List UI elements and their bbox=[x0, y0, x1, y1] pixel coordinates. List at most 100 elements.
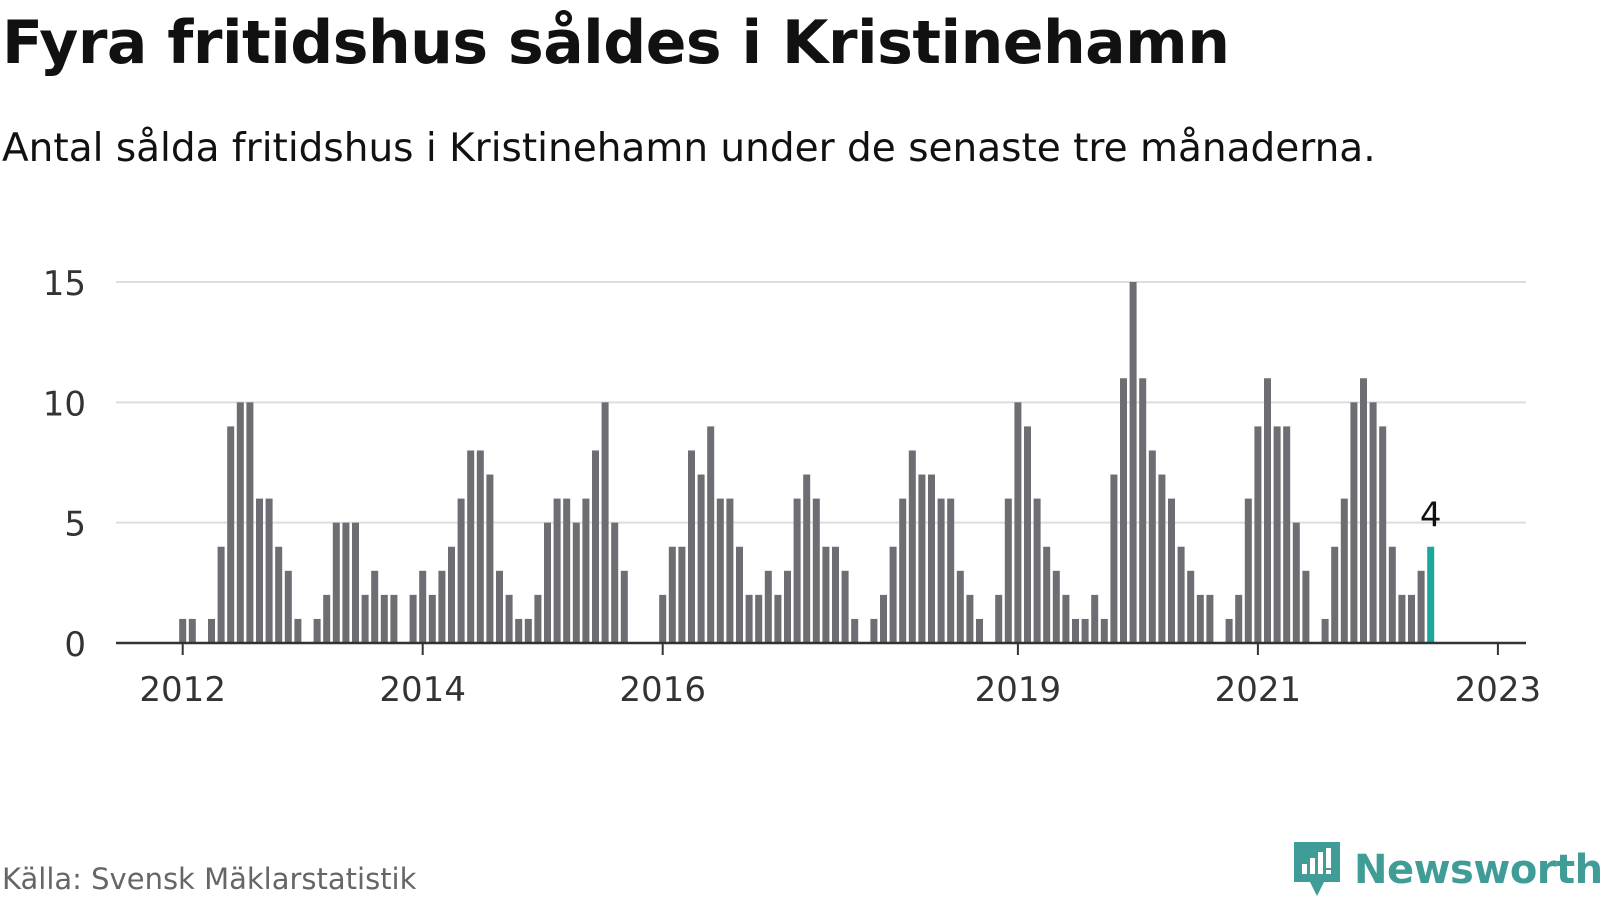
bar bbox=[707, 426, 715, 643]
chart-subtitle: Antal sålda fritidshus i Kristinehamn un… bbox=[2, 126, 1376, 171]
bar bbox=[1129, 282, 1137, 643]
bar bbox=[918, 474, 926, 643]
bar bbox=[1043, 546, 1051, 643]
bar bbox=[496, 570, 503, 643]
bar bbox=[390, 594, 398, 643]
bar bbox=[611, 522, 619, 643]
brand-name: Newsworthy bbox=[1354, 847, 1600, 893]
bar bbox=[601, 402, 609, 643]
bar bbox=[1408, 594, 1415, 643]
bar bbox=[803, 474, 811, 643]
bar bbox=[294, 618, 302, 643]
bar bbox=[1321, 618, 1329, 643]
bar bbox=[966, 594, 974, 643]
bar bbox=[995, 594, 1003, 643]
bar bbox=[208, 618, 215, 643]
bar bbox=[908, 450, 916, 643]
source-note: Källa: Svensk Mäklarstatistik bbox=[2, 862, 417, 896]
bar bbox=[1110, 474, 1118, 643]
bar bbox=[1254, 426, 1262, 643]
bar bbox=[1120, 378, 1127, 643]
bar bbox=[851, 618, 859, 643]
bar bbox=[1244, 498, 1252, 643]
bar bbox=[1292, 522, 1300, 643]
bar bbox=[534, 594, 542, 643]
bar bbox=[544, 522, 551, 643]
highlight-bar bbox=[1427, 546, 1435, 643]
bar bbox=[419, 570, 427, 643]
bar bbox=[1196, 594, 1204, 643]
bar bbox=[476, 450, 484, 643]
bar bbox=[1331, 546, 1339, 643]
bar-chart: 0 5 10 15 2012 2014 2016 2019 2021 2023 4 bbox=[43, 264, 1541, 710]
bar bbox=[764, 570, 772, 643]
bar bbox=[313, 618, 321, 643]
bar bbox=[880, 594, 887, 643]
bar bbox=[332, 522, 340, 643]
bar bbox=[486, 474, 494, 643]
bar bbox=[323, 594, 331, 643]
bar bbox=[1398, 594, 1406, 643]
bar bbox=[716, 498, 724, 643]
bar bbox=[688, 450, 695, 643]
bar bbox=[1062, 594, 1070, 643]
bar bbox=[467, 450, 475, 643]
y-tick-label: 15 bbox=[43, 264, 86, 304]
bar bbox=[1052, 570, 1060, 643]
bar bbox=[1072, 618, 1079, 643]
bar bbox=[1350, 402, 1358, 643]
bar bbox=[361, 594, 369, 643]
bar bbox=[1235, 594, 1243, 643]
bar bbox=[284, 570, 292, 643]
bar bbox=[1177, 546, 1185, 643]
bar bbox=[428, 594, 436, 643]
bar bbox=[899, 498, 907, 643]
highlight-data-label: 4 bbox=[1420, 496, 1442, 536]
y-tick-label: 10 bbox=[43, 384, 86, 424]
bar bbox=[1148, 450, 1156, 643]
bar bbox=[1273, 426, 1281, 643]
bar bbox=[1004, 498, 1012, 643]
bar bbox=[937, 498, 945, 643]
bar bbox=[755, 594, 763, 643]
bar bbox=[448, 546, 455, 643]
bar bbox=[736, 546, 743, 643]
x-tick-label: 2019 bbox=[975, 670, 1062, 710]
bar bbox=[227, 426, 235, 643]
bar bbox=[1369, 402, 1377, 643]
bar bbox=[515, 618, 523, 643]
bar bbox=[976, 618, 983, 643]
bar bbox=[697, 474, 705, 643]
bar bbox=[678, 546, 686, 643]
bar bbox=[246, 402, 254, 643]
bar bbox=[1206, 594, 1214, 643]
bar bbox=[409, 594, 417, 643]
bar bbox=[572, 522, 580, 643]
bar bbox=[371, 570, 379, 643]
bar bbox=[1379, 426, 1387, 643]
x-tick-label: 2012 bbox=[139, 670, 226, 710]
bar bbox=[342, 522, 350, 643]
bar bbox=[1264, 378, 1271, 643]
bar bbox=[956, 570, 964, 643]
bar bbox=[889, 546, 897, 643]
bar bbox=[1283, 426, 1291, 643]
bar bbox=[1081, 618, 1089, 643]
bar bbox=[179, 618, 187, 643]
y-tick-label: 5 bbox=[64, 505, 86, 545]
bar bbox=[668, 546, 676, 643]
bar bbox=[1417, 570, 1425, 643]
bar bbox=[438, 570, 446, 643]
bar bbox=[659, 594, 667, 643]
bar bbox=[217, 546, 225, 643]
bar bbox=[505, 594, 513, 643]
bar bbox=[1360, 378, 1367, 643]
bar bbox=[236, 402, 244, 643]
bar bbox=[256, 498, 263, 643]
bar bbox=[1024, 426, 1031, 643]
bar bbox=[1187, 570, 1195, 643]
bar bbox=[1139, 378, 1147, 643]
brand-logo: Newsworthy bbox=[1290, 840, 1600, 900]
bar bbox=[1388, 546, 1396, 643]
chart-title: Fyra fritidshus såldes i Kristinehamn bbox=[2, 8, 1230, 78]
